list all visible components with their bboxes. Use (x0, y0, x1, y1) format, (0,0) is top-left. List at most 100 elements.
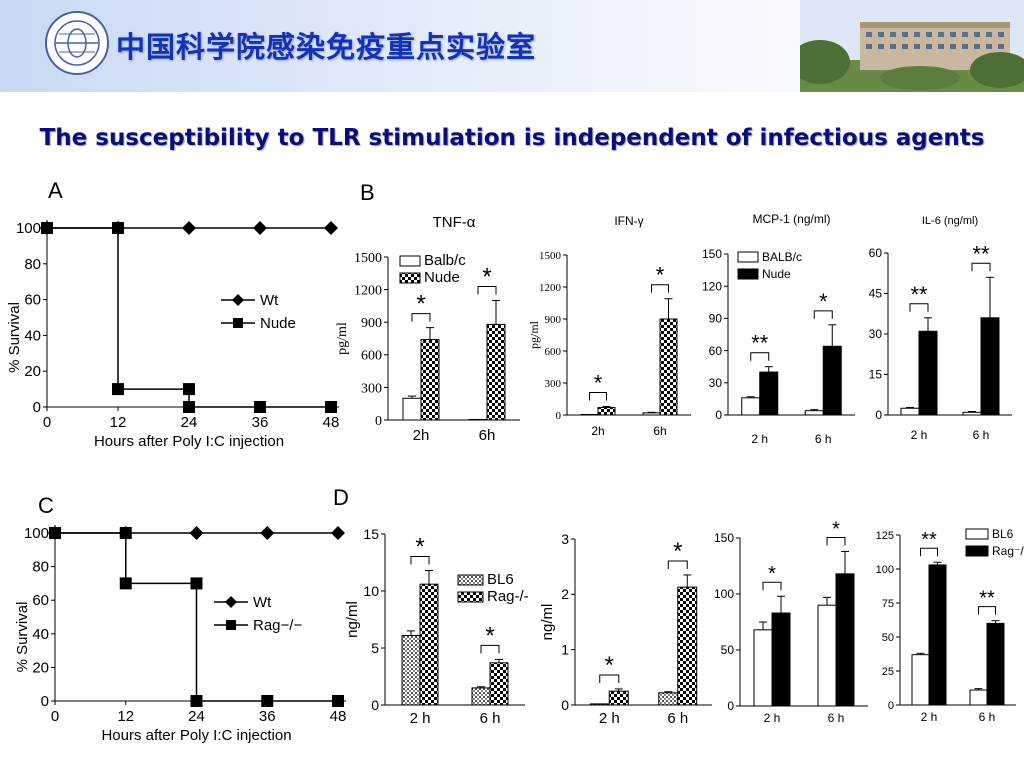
panel-label-c: C (38, 493, 54, 518)
data-point (331, 526, 345, 540)
bar (741, 397, 761, 416)
significance-bracket (920, 547, 938, 557)
legend-swatch (965, 545, 989, 557)
bar (980, 317, 1000, 416)
data-point (119, 577, 132, 590)
y-tick-label: 80 (32, 559, 49, 576)
significance-bracket (651, 284, 669, 293)
y-tick-label: 1 (561, 642, 569, 658)
bar-chart-mcp1: 0 30 60 90 120 150 MCP-1 (ng/ml) 2 h ** 6 h * BALB/… (702, 212, 855, 446)
significance-mark: * (605, 652, 614, 679)
bar (962, 411, 982, 416)
legend-label: Wt (260, 292, 279, 309)
y-axis-label: % Survival (14, 602, 31, 673)
panel-label-b: B (360, 180, 375, 205)
significance-mark: ** (979, 588, 995, 610)
survival-chart-a: 0 20 40 60 80 100 0 12 24 36 48 Hours after Poly I:… (6, 220, 340, 450)
y-tick-label: 0 (715, 408, 722, 422)
x-tick-label: 36 (252, 414, 269, 431)
y-tick-label: 0 (561, 697, 569, 713)
bar (420, 339, 440, 421)
y-tick-label: 100 (714, 587, 734, 601)
y-tick-label: 50 (721, 643, 735, 657)
significance-mark: ** (972, 241, 990, 266)
data-point (119, 527, 132, 539)
legend-swatch (737, 251, 759, 263)
y-tick-label: 15 (363, 526, 379, 542)
bar (969, 689, 988, 706)
legend-marker (232, 294, 244, 306)
y-tick-label: 0 (375, 414, 382, 429)
y-tick-label: 1200 (539, 282, 562, 294)
y-tick-label: 1500 (539, 250, 562, 262)
y-tick-label: 5 (371, 640, 379, 656)
campus-photo (800, 0, 1024, 92)
y-tick-label: 120 (702, 279, 722, 293)
y-tick-label: 3 (561, 531, 569, 547)
y-tick-label: 0 (371, 697, 379, 713)
y-axis-label: ng/ml (344, 601, 361, 638)
x-tick-label: 2 h (751, 432, 768, 446)
legend-swatch (965, 528, 989, 540)
legend-swatch (737, 268, 759, 280)
y-tick-label: 40 (32, 626, 49, 643)
y-tick-label: 125 (876, 530, 894, 542)
bar (402, 397, 422, 421)
data-point (189, 526, 204, 540)
x-tick-label: 6 h (815, 432, 832, 446)
data-point (324, 221, 338, 235)
x-axis-label: Hours after Poly I:C injection (101, 727, 291, 744)
data-point (190, 695, 203, 707)
x-tick-label: 6h (653, 424, 666, 438)
y-tick-label: 1200 (354, 284, 382, 299)
y-tick-label: 60 (869, 246, 883, 260)
bar (489, 662, 509, 706)
y-tick-label: 30 (709, 376, 723, 390)
data-point (183, 401, 195, 413)
data-point (41, 222, 53, 234)
data-point (260, 526, 275, 540)
y-tick-label: 25 (882, 666, 894, 678)
significance-mark: * (482, 263, 491, 290)
x-tick-label: 6 h (973, 428, 990, 442)
significance-bracket (599, 674, 620, 683)
y-tick-label: 60 (32, 592, 49, 609)
panel-label-a: A (48, 178, 63, 203)
data-point (112, 222, 124, 234)
x-tick-label: 2h (413, 427, 430, 444)
bar (608, 690, 629, 706)
bar-chart-tnf: 0 300 600 900 1200 1500 TNF-α pg/ml 2h * 6h * Balb/c… (335, 214, 520, 444)
significance-bracket (971, 262, 991, 272)
panel-label-d: D (333, 485, 349, 510)
data-point (254, 401, 266, 413)
x-axis-label: Hours after Poly I:C injection (94, 433, 284, 450)
x-tick-label: 48 (323, 414, 340, 431)
bar (468, 418, 488, 421)
significance-mark: * (673, 538, 682, 565)
y-tick-label: 80 (24, 256, 41, 273)
bar (419, 583, 439, 706)
y-tick-label: 150 (714, 531, 734, 545)
bar-chart-ifn: 0 300 600 900 1200 1500 IFN-γ pg/ml 2h * 6h * (527, 214, 691, 438)
significance-bracket (909, 303, 929, 312)
institute-logo (45, 11, 109, 75)
significance-mark: * (594, 370, 603, 395)
significance-bracket (762, 581, 782, 591)
bar (900, 407, 920, 416)
x-tick-label: 48 (330, 708, 347, 725)
x-tick-label: 24 (181, 414, 198, 431)
y-tick-label: 300 (545, 378, 562, 390)
x-tick-label: 2 h (911, 428, 928, 442)
y-tick-label: 75 (882, 598, 894, 610)
x-tick-label: 24 (188, 708, 205, 725)
y-tick-label: 0 (41, 693, 49, 710)
bar (918, 330, 938, 416)
chart-title: MCP-1 (ng/ml) (752, 212, 830, 226)
bar (771, 612, 791, 707)
x-tick-label: 2 h (921, 710, 938, 724)
y-tick-label: 0 (33, 399, 41, 416)
legend-label: Nude (762, 267, 791, 281)
data-point (325, 401, 337, 413)
y-tick-label: 900 (545, 314, 562, 326)
y-tick-label: 900 (361, 316, 382, 331)
